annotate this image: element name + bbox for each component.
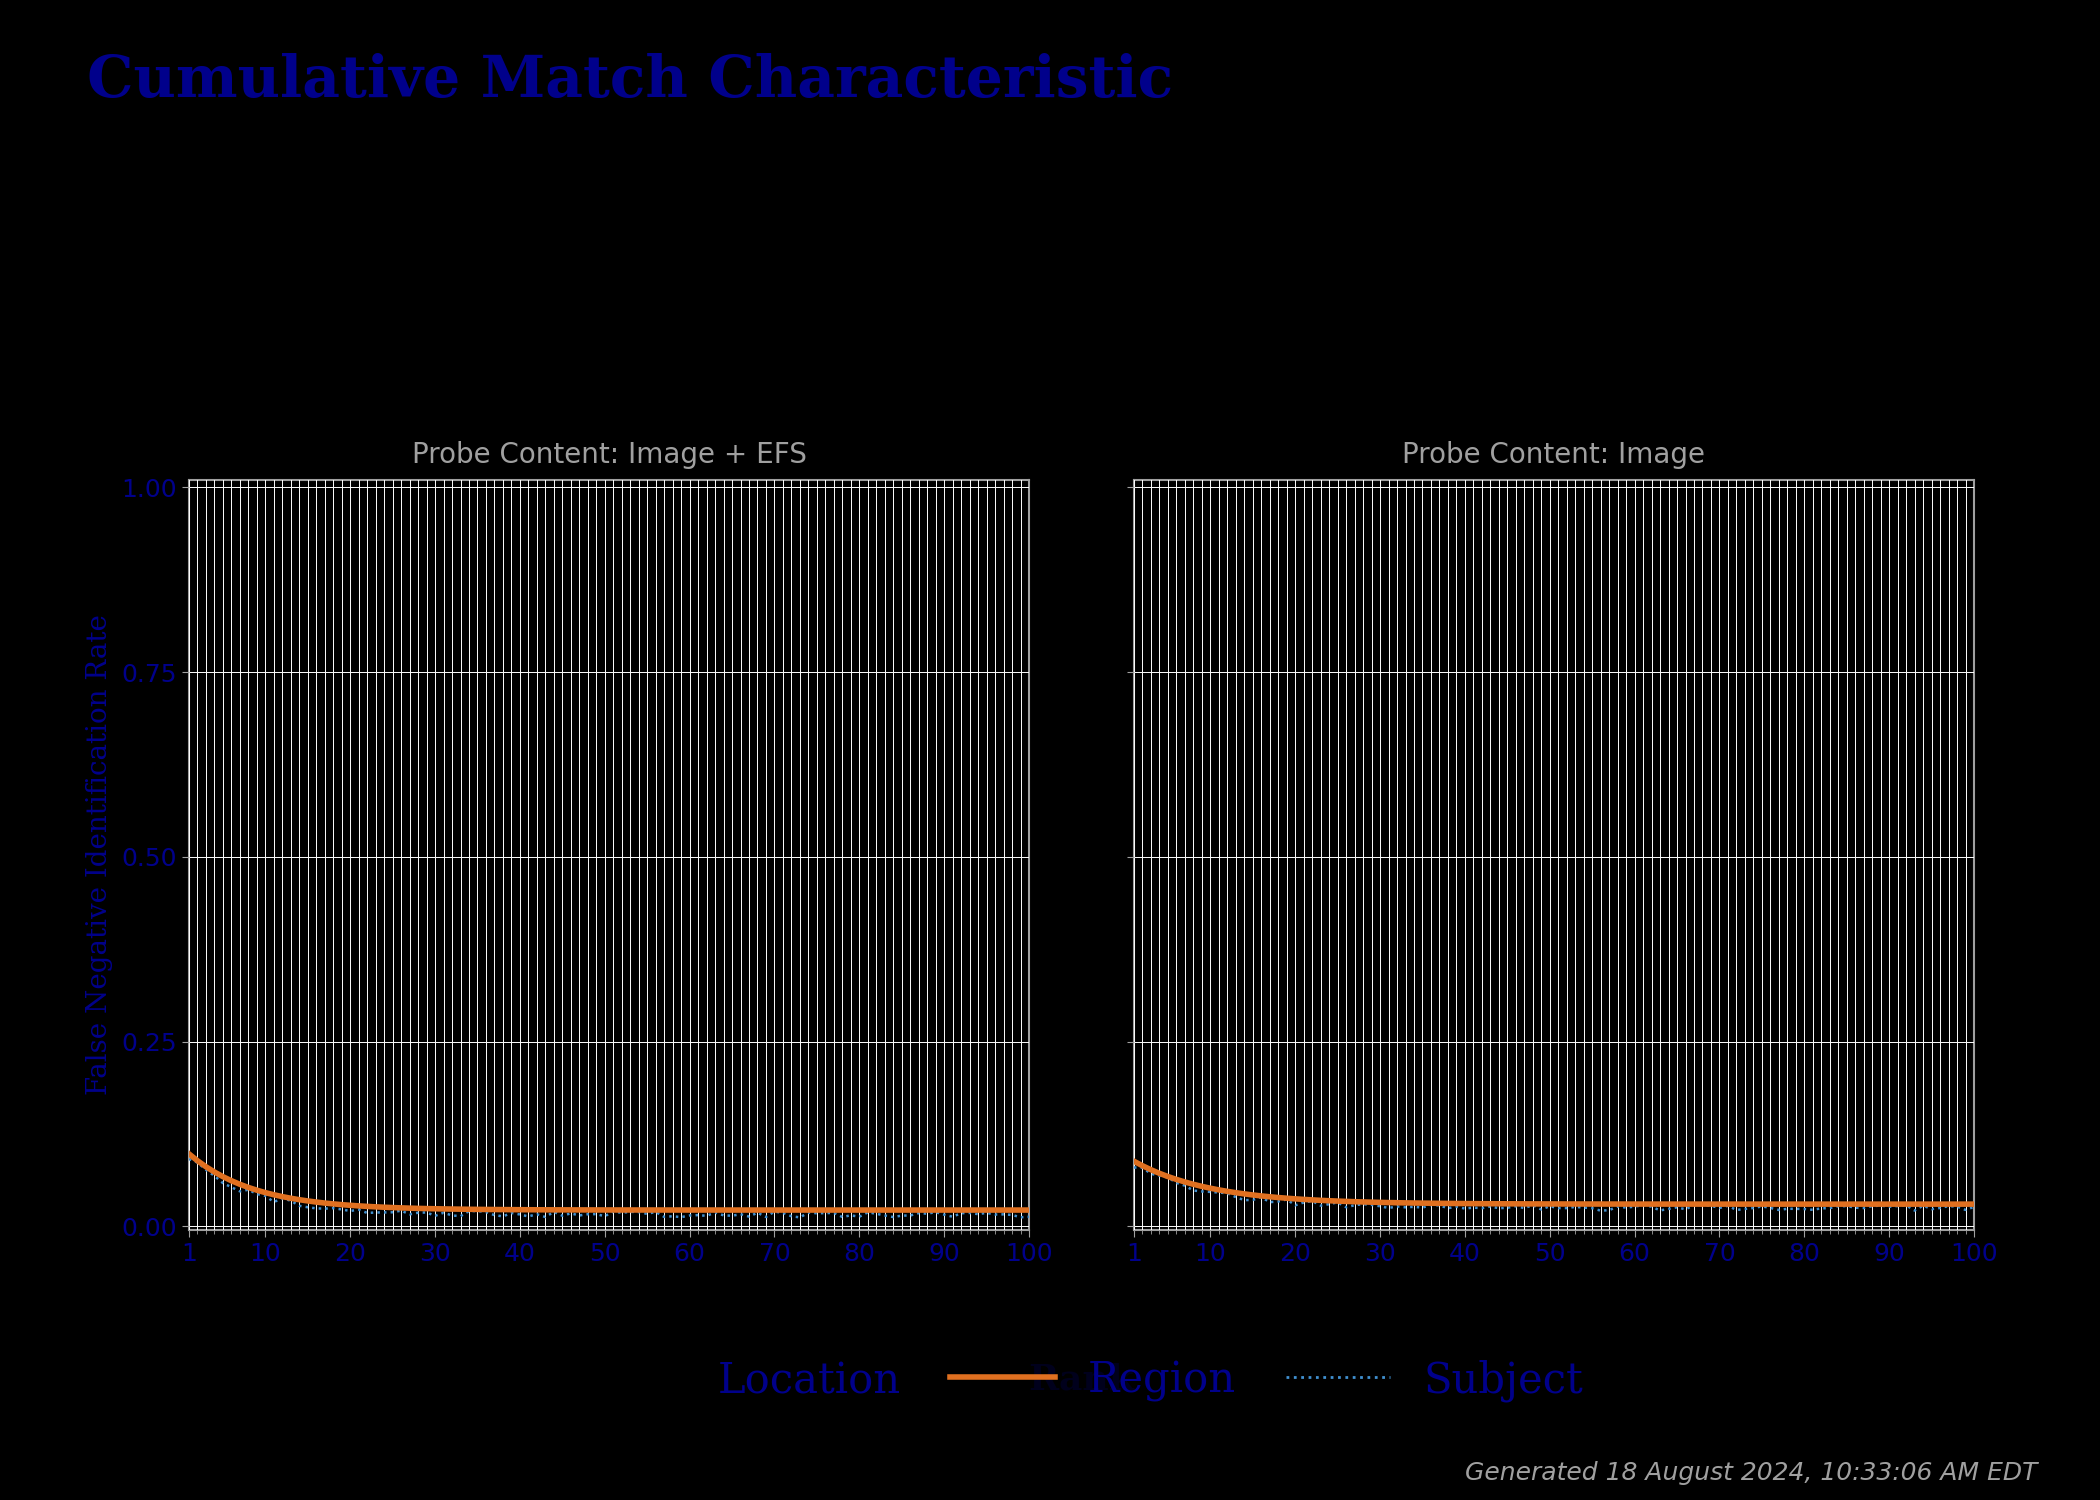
Title: Probe Content: Image: Probe Content: Image: [1403, 441, 1705, 470]
Legend: Location, Region, Subject: Location, Region, Subject: [563, 1344, 1600, 1419]
Title: Probe Content: Image + EFS: Probe Content: Image + EFS: [412, 441, 806, 470]
Text: Cumulative Match Characteristic: Cumulative Match Characteristic: [86, 53, 1174, 108]
Text: Generated 18 August 2024, 10:33:06 AM EDT: Generated 18 August 2024, 10:33:06 AM ED…: [1464, 1461, 2037, 1485]
Text: Rank: Rank: [1029, 1364, 1134, 1396]
Y-axis label: False Negative Identification Rate: False Negative Identification Rate: [86, 615, 113, 1095]
